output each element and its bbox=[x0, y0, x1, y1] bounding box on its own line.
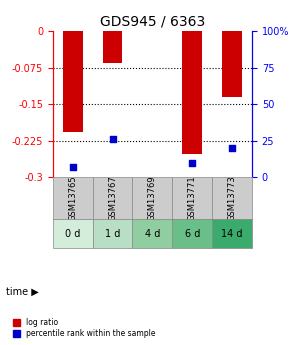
FancyBboxPatch shape bbox=[132, 219, 172, 248]
FancyBboxPatch shape bbox=[93, 219, 132, 248]
Text: 0 d: 0 d bbox=[65, 229, 80, 239]
Text: GSM13773: GSM13773 bbox=[228, 175, 236, 221]
Point bbox=[110, 137, 115, 142]
FancyBboxPatch shape bbox=[212, 177, 252, 219]
Bar bbox=[182, 31, 202, 154]
Text: time ▶: time ▶ bbox=[6, 287, 39, 296]
Bar bbox=[222, 31, 242, 97]
Legend: log ratio, percentile rank within the sample: log ratio, percentile rank within the sa… bbox=[10, 315, 159, 341]
Text: 4 d: 4 d bbox=[145, 229, 160, 239]
Text: 14 d: 14 d bbox=[221, 229, 243, 239]
Bar bbox=[63, 31, 83, 132]
Point bbox=[190, 160, 195, 166]
Title: GDS945 / 6363: GDS945 / 6363 bbox=[100, 14, 205, 29]
Text: 1 d: 1 d bbox=[105, 229, 120, 239]
Point bbox=[70, 164, 75, 170]
FancyBboxPatch shape bbox=[53, 177, 93, 219]
Text: GSM13765: GSM13765 bbox=[68, 175, 77, 221]
Bar bbox=[103, 31, 122, 63]
Point bbox=[230, 145, 234, 151]
Text: GSM13771: GSM13771 bbox=[188, 175, 197, 221]
FancyBboxPatch shape bbox=[132, 177, 172, 219]
FancyBboxPatch shape bbox=[172, 219, 212, 248]
Text: GSM13769: GSM13769 bbox=[148, 175, 157, 221]
Text: 6 d: 6 d bbox=[185, 229, 200, 239]
Text: GSM13767: GSM13767 bbox=[108, 175, 117, 221]
FancyBboxPatch shape bbox=[172, 177, 212, 219]
FancyBboxPatch shape bbox=[53, 219, 93, 248]
FancyBboxPatch shape bbox=[212, 219, 252, 248]
FancyBboxPatch shape bbox=[93, 177, 132, 219]
